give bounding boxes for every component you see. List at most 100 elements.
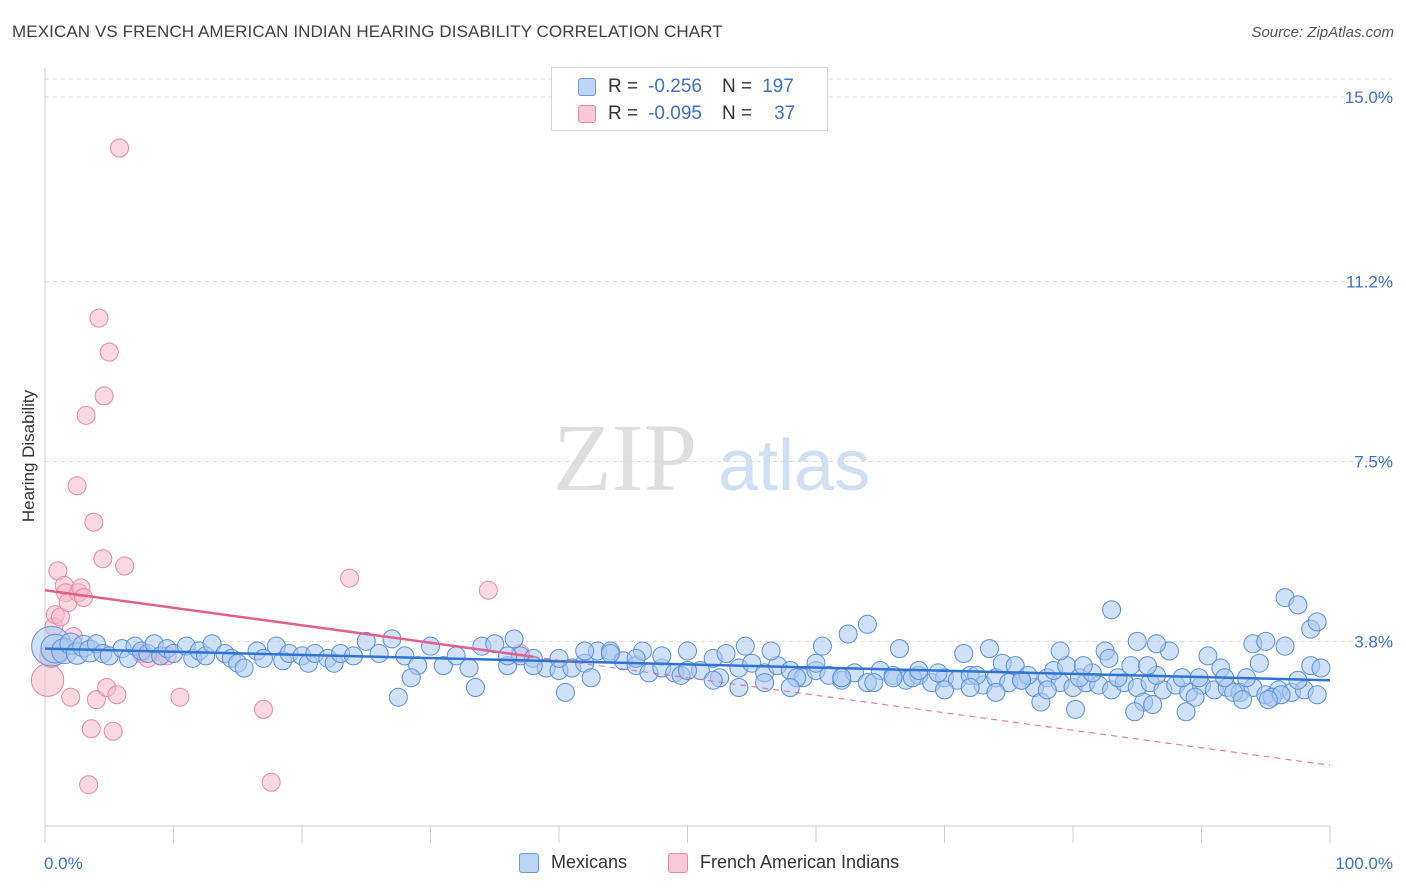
data-point-mexicans — [388, 687, 408, 707]
data-point-mexicans — [1249, 653, 1269, 673]
data-point-mexicans — [1050, 641, 1070, 661]
watermark: ZIP atlas — [553, 404, 870, 511]
data-point-mexicans — [755, 673, 775, 693]
legend-item-mexicans[interactable]: Mexicans — [519, 852, 627, 873]
data-point-mexicans — [1127, 631, 1147, 651]
axes — [44, 68, 1331, 843]
data-point-mexicans — [1256, 631, 1276, 651]
data-point-mexicans — [1099, 648, 1119, 668]
data-point-french-american-indians — [50, 607, 70, 627]
trend-line-mexicans — [44, 647, 1331, 682]
data-point-mexicans — [1037, 680, 1057, 700]
data-point-mexicans — [780, 677, 800, 697]
legend-swatch-pink — [668, 852, 688, 873]
data-point-french-american-indians — [110, 138, 130, 158]
y-axis-label: Hearing Disability — [19, 389, 38, 522]
data-point-mexicans — [504, 629, 524, 649]
data-point-mexicans — [1125, 702, 1145, 722]
data-point-mexicans — [761, 641, 781, 661]
data-point-mexicans — [1108, 668, 1128, 688]
data-point-mexicans — [838, 624, 858, 644]
data-point-mexicans — [1073, 656, 1093, 676]
data-point-mexicans — [1198, 646, 1218, 666]
series-mexicans — [31, 588, 1331, 722]
legend-row-mexicans: R = -0.256 N = 197 — [578, 74, 794, 100]
data-point-mexicans — [954, 643, 974, 663]
legend-n-label: N = — [721, 76, 753, 97]
data-point-mexicans — [857, 614, 877, 634]
data-point-mexicans — [729, 677, 749, 697]
y-tick-label: 15.0% — [1345, 88, 1393, 107]
data-point-mexicans — [1176, 702, 1196, 722]
data-point-mexicans — [1012, 670, 1032, 690]
data-point-mexicans — [549, 648, 569, 668]
chart-title: MEXICAN VS FRENCH AMERICAN INDIAN HEARIN… — [12, 22, 723, 41]
data-point-mexicans — [935, 680, 954, 700]
legend-label: French American Indians — [700, 852, 900, 872]
data-point-mexicans — [652, 646, 672, 666]
data-point-mexicans — [459, 658, 479, 678]
x-tick-label: 0.0% — [44, 854, 83, 873]
trend-lines — [44, 589, 1331, 766]
data-point-french-american-indians — [478, 580, 498, 600]
legend-swatch-pink — [578, 105, 596, 123]
data-point-mexicans — [864, 673, 884, 693]
series-french-american-indians — [30, 138, 530, 795]
data-point-mexicans — [883, 668, 903, 688]
data-point-french-american-indians — [86, 690, 106, 710]
data-point-mexicans — [421, 636, 440, 656]
data-point-mexicans — [1307, 612, 1327, 632]
data-point-mexicans — [703, 670, 723, 690]
legend-r-label: R = — [608, 103, 639, 124]
data-point-mexicans — [433, 656, 453, 676]
data-point-mexicans — [626, 648, 646, 668]
legend-label: Mexicans — [551, 852, 628, 872]
data-point-mexicans — [1138, 656, 1158, 676]
data-point-mexicans — [678, 660, 697, 680]
data-point-french-american-indians — [61, 687, 81, 707]
trend-line-french-american-indians — [44, 589, 534, 659]
data-point-mexicans — [1066, 699, 1086, 719]
y-tick-label: 11.2% — [1346, 273, 1393, 292]
data-point-mexicans — [356, 631, 376, 651]
legend-row-french-american-indians: R = -0.095 N = 37 — [578, 101, 795, 127]
data-point-french-american-indians — [94, 386, 114, 406]
data-point-french-american-indians — [84, 512, 104, 532]
data-point-mexicans — [986, 682, 1006, 702]
data-point-mexicans — [401, 668, 421, 688]
data-point-french-american-indians — [81, 719, 101, 739]
data-point-french-american-indians — [170, 687, 190, 707]
data-point-french-american-indians — [93, 549, 113, 569]
gridlines — [45, 78, 1392, 642]
data-point-mexicans — [1143, 695, 1163, 714]
data-point-french-american-indians — [103, 721, 123, 741]
data-point-mexicans — [1102, 600, 1122, 620]
data-point-mexicans — [1307, 685, 1327, 705]
data-point-mexicans — [890, 639, 910, 659]
data-point-mexicans — [960, 677, 980, 697]
data-point-mexicans — [742, 653, 762, 673]
data-point-french-american-indians — [76, 405, 96, 425]
series-legend: Mexicans French American Indians — [0, 850, 1406, 878]
data-point-mexicans — [498, 646, 518, 666]
data-point-mexicans — [1233, 690, 1253, 710]
data-point-french-american-indians — [89, 308, 109, 328]
data-point-french-american-indians — [99, 342, 119, 362]
legend-item-french-american-indians[interactable]: French American Indians — [668, 852, 899, 873]
data-point-mexicans — [395, 646, 415, 666]
data-point-mexicans — [555, 682, 575, 702]
data-point-mexicans — [234, 658, 254, 678]
data-point-mexicans — [465, 677, 485, 697]
data-point-mexicans — [1258, 690, 1278, 710]
data-point-french-american-indians — [253, 699, 273, 719]
correlation-legend: R = -0.256 N = 197 R = -0.095 N = 37 — [551, 67, 828, 131]
data-point-mexicans — [678, 641, 697, 661]
data-point-french-american-indians — [107, 685, 127, 705]
data-point-mexicans — [581, 668, 601, 688]
data-point-french-american-indians — [79, 775, 99, 795]
legend-r-value: -0.095 — [648, 103, 702, 124]
tick-labels: 3.8% 7.5% 11.2% 15.0% 0.0% 100.0% — [44, 88, 1393, 873]
legend-n-label: N = — [721, 103, 753, 124]
legend-r-label: R = — [608, 76, 639, 97]
